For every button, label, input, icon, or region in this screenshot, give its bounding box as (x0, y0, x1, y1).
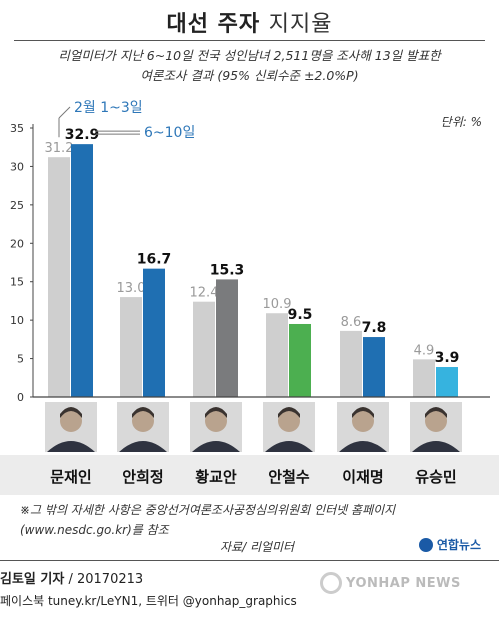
bar-current (436, 367, 458, 397)
source-label: 자료/ 리얼미터 (220, 540, 295, 554)
data-label-previous: 13.0 (117, 281, 146, 296)
watermark-text: YONHAP NEWS (346, 575, 461, 591)
category-label: 안철수 (268, 468, 310, 486)
data-label-current: 32.9 (65, 127, 100, 143)
subtitle-line-2: 여론조사 결과 (95% 신뢰수준 ±2.0%P) (140, 68, 359, 83)
footnote-line-1: ※그 밖의 자세한 사항은 중앙선거여론조사공정심의위원회 인터넷 홈페이지 (20, 503, 396, 517)
y-tick-label: 15 (10, 276, 24, 289)
candidate-photo-suit (192, 441, 240, 452)
y-tick-label: 25 (10, 199, 24, 212)
data-label-previous: 12.4 (190, 286, 219, 301)
bar-chart: 단위: % 0 5 10 15 20 25 30 35 31.232.9 문재인 13.0 16.7 안희… (10, 100, 490, 486)
footnote: ※그 밖의 자세한 사항은 중앙선거여론조사공정심의위원회 인터넷 홈페이지 (… (20, 500, 395, 540)
data-label-current: 9.5 (288, 307, 313, 323)
y-tick-label: 20 (10, 237, 24, 250)
candidate-photo-hair (425, 407, 447, 418)
y-tick-label: 5 (17, 353, 24, 366)
candidate-photo-face (352, 410, 374, 432)
candidate-photo-hair (352, 407, 374, 418)
legend-series-current: 6~10일 (144, 125, 195, 141)
bar-previous (120, 297, 142, 397)
candidate-photo-hair (60, 407, 82, 418)
bar-previous (266, 313, 288, 397)
data-label-current: 7.8 (362, 320, 387, 336)
legend-leader-previous-diag (58, 106, 71, 119)
category-label: 안희정 (122, 468, 163, 486)
category-label: 유승민 (415, 468, 456, 486)
bar-current (363, 337, 385, 397)
footnote-line-2: (www.nesdc.go.kr)를 참조 (20, 523, 169, 537)
legend-series-previous: 2월 1~3일 (74, 100, 143, 116)
credit-name: 김토일 기자 (0, 572, 65, 587)
credit-date: / 20170213 (68, 572, 144, 587)
candidate-photo-face (60, 410, 82, 432)
bar-current (289, 323, 311, 397)
candidate-name-band (0, 455, 499, 495)
subtitle: 리얼미터가 지난 6~10일 전국 성인남녀 2,511명을 조사해 13일 발… (0, 46, 499, 86)
y-tick-label: 35 (10, 122, 24, 135)
bar-previous (340, 330, 362, 397)
candidate-photo-face (425, 410, 447, 432)
data-label-previous: 10.9 (263, 297, 292, 312)
candidate-photo-suit (339, 441, 387, 452)
data-label-previous: 4.9 (414, 343, 435, 358)
data-label-previous: 8.6 (341, 315, 362, 330)
y-tick-label: 30 (10, 160, 24, 173)
watermark: YONHAP NEWS (320, 572, 461, 594)
data-label-previous: 31.2 (45, 141, 74, 156)
sns-links: 페이스북 tuney.kr/LeYN1, 트위터 @yonhap_graphic… (0, 594, 297, 608)
logo-text: 연합뉴스 (436, 538, 481, 552)
candidate-photo-suit (47, 441, 95, 452)
bar-previous (413, 359, 435, 397)
title-light: 지지율 (268, 12, 333, 37)
candidate-photo-suit (265, 441, 313, 452)
candidate-photo-hair (205, 407, 227, 418)
candidate-photo-face (205, 410, 227, 432)
candidate-photo-hair (278, 407, 300, 418)
footer-divider (0, 560, 499, 561)
title-bold: 대선 주자 (166, 12, 261, 37)
yonhap-logo-icon (418, 537, 433, 552)
subtitle-line-1: 리얼미터가 지난 6~10일 전국 성인남녀 2,511명을 조사해 13일 발… (58, 48, 441, 63)
y-tick-label: 10 (10, 314, 24, 327)
bar-previous (193, 301, 215, 397)
unit-label: 단위: % (441, 115, 482, 129)
data-label-current: 3.9 (435, 350, 460, 366)
watermark-icon (320, 572, 342, 594)
candidate-photo-face (278, 410, 300, 432)
yonhap-logo: 연합뉴스 (418, 536, 481, 553)
bar-current (143, 268, 165, 397)
bar-previous (48, 157, 70, 397)
category-label: 문재인 (50, 468, 91, 486)
candidate-photo-suit (412, 441, 460, 452)
credit: 김토일 기자 / 20170213 (0, 568, 143, 587)
candidate-photo-hair (132, 407, 154, 418)
chart-title: 대선 주자 지지율 (0, 6, 499, 38)
data-label-current: 16.7 (137, 252, 172, 268)
bar-current (71, 144, 93, 397)
bar-current (216, 279, 238, 397)
candidate-photo-face (132, 410, 154, 432)
category-label: 황교안 (195, 468, 237, 486)
category-label: 이재명 (342, 468, 383, 486)
data-label-current: 15.3 (210, 262, 245, 278)
candidate-photo-suit (119, 441, 167, 452)
y-tick-label: 0 (17, 391, 24, 404)
title-divider (14, 40, 485, 41)
